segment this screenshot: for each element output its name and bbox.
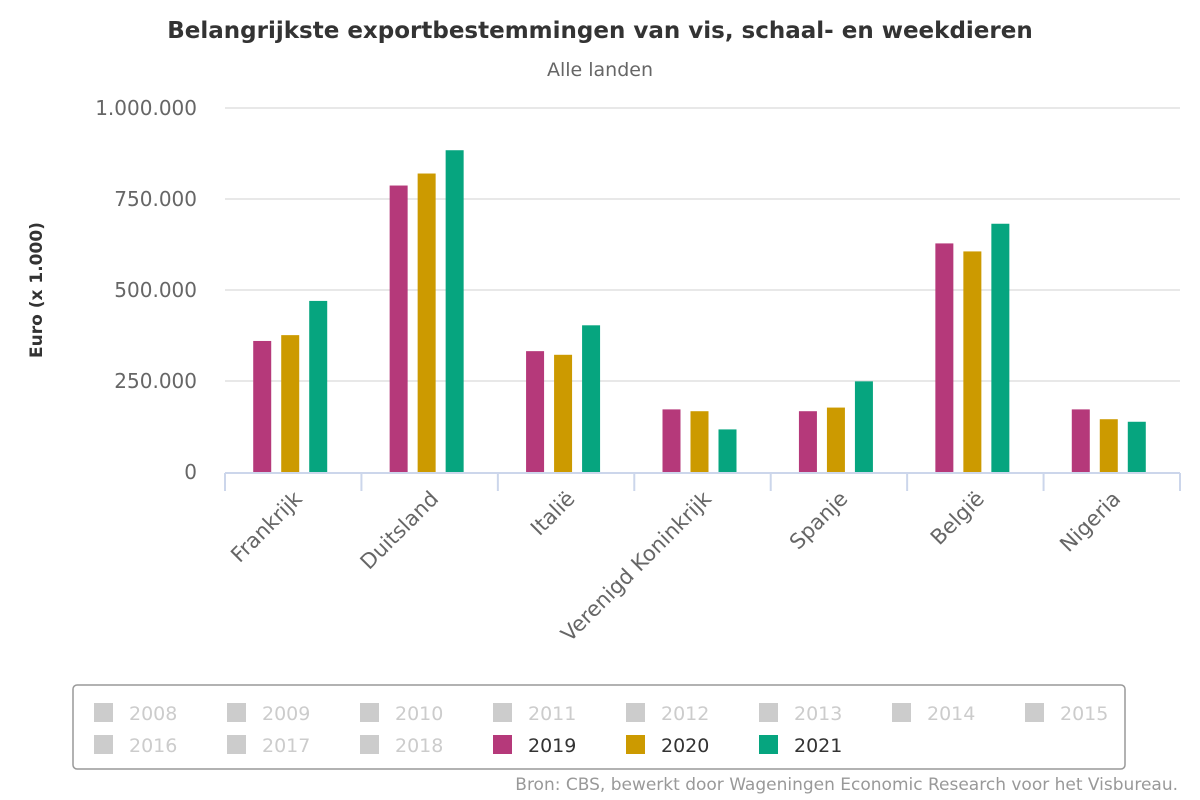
chart-subtitle: Alle landen bbox=[547, 59, 653, 81]
legend-label: 2013 bbox=[794, 703, 842, 725]
legend-item-2015[interactable]: 2015 bbox=[1025, 703, 1108, 725]
legend-item-2020[interactable]: 2020 bbox=[626, 735, 709, 757]
bar-2021 bbox=[1127, 421, 1146, 472]
bar-2021 bbox=[718, 429, 737, 472]
bar-2020 bbox=[826, 407, 845, 472]
x-tick-label: Nigeria bbox=[1055, 487, 1125, 557]
legend-swatch bbox=[360, 735, 379, 754]
legend-label: 2010 bbox=[395, 703, 443, 725]
legend-item-2016[interactable]: 2016 bbox=[94, 735, 177, 757]
bar-2020 bbox=[281, 335, 300, 472]
bar-2021 bbox=[854, 381, 873, 472]
legend-swatch bbox=[759, 735, 778, 754]
legend-item-2014[interactable]: 2014 bbox=[892, 703, 975, 725]
legend-label: 2012 bbox=[661, 703, 709, 725]
legend-label: 2016 bbox=[129, 735, 177, 757]
y-axis-ticks: 0 250.000 500.000 750.000 1.000.000 bbox=[95, 96, 197, 484]
x-tick-label: Verenigd Koninkrijk bbox=[556, 486, 716, 646]
legend-item-2017[interactable]: 2017 bbox=[227, 735, 310, 757]
legend-item-2018[interactable]: 2018 bbox=[360, 735, 443, 757]
x-tick-label: Italië bbox=[526, 487, 580, 541]
bar-2021 bbox=[445, 150, 464, 472]
legend-item-2009[interactable]: 2009 bbox=[227, 703, 310, 725]
legend-label: 2015 bbox=[1060, 703, 1108, 725]
bar-2021 bbox=[309, 300, 328, 472]
bar-2019 bbox=[662, 409, 681, 472]
y-axis-label: Euro (x 1.000) bbox=[27, 222, 47, 358]
legend-label: 2017 bbox=[262, 735, 310, 757]
bar-2020 bbox=[554, 354, 573, 472]
legend: 2008 2009 2010 2011 2012 2013 2014 2015 2016 2017… bbox=[94, 703, 1108, 757]
legend-swatch bbox=[1025, 703, 1044, 722]
bar-2020 bbox=[417, 173, 436, 472]
legend-item-2021[interactable]: 2021 bbox=[759, 735, 842, 757]
legend-label: 2008 bbox=[129, 703, 177, 725]
bars bbox=[253, 150, 1146, 473]
legend-swatch bbox=[493, 735, 512, 754]
bar-2019 bbox=[526, 351, 545, 472]
legend-swatch bbox=[227, 735, 246, 754]
y-tick-label: 250.000 bbox=[114, 369, 197, 393]
bar-2021 bbox=[582, 325, 601, 472]
x-axis bbox=[224, 472, 1181, 491]
bar-2019 bbox=[935, 243, 954, 472]
bar-2021 bbox=[991, 223, 1010, 472]
x-tick-label: België bbox=[926, 487, 989, 550]
legend-item-2019[interactable]: 2019 bbox=[493, 735, 576, 757]
legend-swatch bbox=[227, 703, 246, 722]
legend-label: 2019 bbox=[528, 735, 576, 757]
legend-swatch bbox=[493, 703, 512, 722]
legend-swatch bbox=[94, 735, 113, 754]
x-tick-label: Frankrijk bbox=[226, 486, 307, 567]
legend-item-2010[interactable]: 2010 bbox=[360, 703, 443, 725]
legend-swatch bbox=[626, 703, 645, 722]
legend-label: 2020 bbox=[661, 735, 709, 757]
bar-2019 bbox=[798, 411, 817, 472]
bar-2019 bbox=[253, 340, 272, 472]
legend-swatch bbox=[360, 703, 379, 722]
legend-swatch bbox=[759, 703, 778, 722]
legend-item-2013[interactable]: 2013 bbox=[759, 703, 842, 725]
y-tick-label: 500.000 bbox=[114, 278, 197, 302]
legend-swatch bbox=[892, 703, 911, 722]
legend-item-2008[interactable]: 2008 bbox=[94, 703, 177, 725]
legend-label: 2014 bbox=[927, 703, 975, 725]
legend-swatch bbox=[626, 735, 645, 754]
bar-2019 bbox=[1071, 409, 1090, 472]
bar-2020 bbox=[690, 411, 709, 472]
x-tick-label: Duitsland bbox=[356, 487, 444, 575]
bar-2020 bbox=[1099, 419, 1118, 472]
legend-item-2011[interactable]: 2011 bbox=[493, 703, 576, 725]
bar-2020 bbox=[963, 251, 982, 472]
legend-swatch bbox=[94, 703, 113, 722]
y-tick-label: 0 bbox=[184, 460, 197, 484]
legend-label: 2021 bbox=[794, 735, 842, 757]
y-tick-label: 750.000 bbox=[114, 187, 197, 211]
legend-item-2012[interactable]: 2012 bbox=[626, 703, 709, 725]
legend-label: 2018 bbox=[395, 735, 443, 757]
legend-box bbox=[72, 684, 1126, 770]
x-tick-label: Spanje bbox=[785, 487, 853, 555]
gridlines bbox=[225, 107, 1180, 382]
y-tick-label: 1.000.000 bbox=[95, 96, 197, 120]
legend-label: 2009 bbox=[262, 703, 310, 725]
bar-2019 bbox=[389, 185, 408, 473]
chart-title: Belangrijkste exportbestemmingen van vis… bbox=[167, 18, 1032, 44]
source-note: Bron: CBS, bewerkt door Wageningen Econo… bbox=[515, 775, 1178, 795]
legend-label: 2011 bbox=[528, 703, 576, 725]
